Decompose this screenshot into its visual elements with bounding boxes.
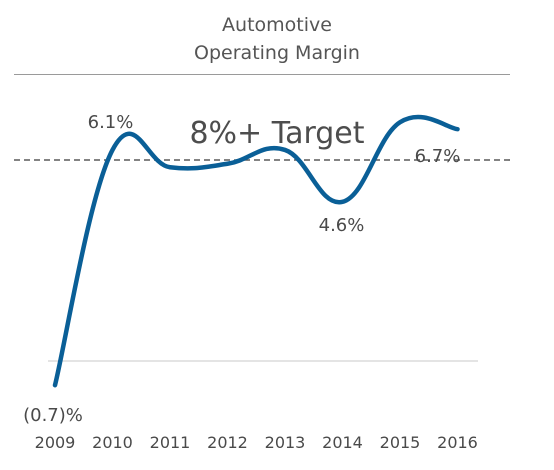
x-tick-label-2014: 2014 xyxy=(322,433,363,452)
title-divider xyxy=(14,74,510,75)
x-tick-label-2016: 2016 xyxy=(437,433,478,452)
x-tick-label-2011: 2011 xyxy=(150,433,191,452)
chart-title-line2: Operating Margin xyxy=(194,42,360,64)
x-tick-label-2010: 2010 xyxy=(92,433,133,452)
x-tick-label-2012: 2012 xyxy=(207,433,248,452)
x-tick-label-2009: 2009 xyxy=(35,433,76,452)
series-line xyxy=(52,114,460,388)
chart-title-line1: Automotive xyxy=(222,14,332,36)
x-tick-label-2013: 2013 xyxy=(265,433,306,452)
data-label-2010: 6.1% xyxy=(88,112,134,133)
data-label-2016: 6.7% xyxy=(415,146,461,167)
x-tick-label-2015: 2015 xyxy=(380,433,421,452)
data-label-2014: 4.6% xyxy=(319,215,365,236)
data-label-2009: (0.7)% xyxy=(23,405,83,426)
target-label: 8%+ Target xyxy=(189,116,365,151)
